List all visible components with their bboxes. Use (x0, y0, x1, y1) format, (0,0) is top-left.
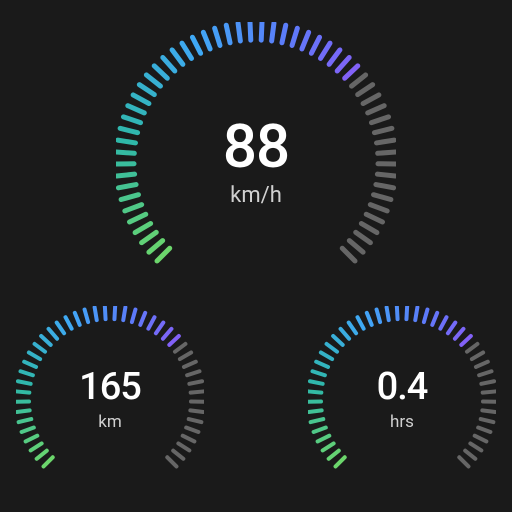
speed-gauge: 88 km/h (116, 22, 396, 302)
distance-value: 165 (79, 368, 141, 406)
time-gauge: 0.4 hrs (308, 306, 496, 494)
distance-gauge: 165 km (16, 306, 204, 494)
time-unit: hrs (390, 412, 414, 432)
time-value: 0.4 (377, 368, 428, 406)
distance-unit: km (98, 412, 122, 432)
speed-unit: km/h (230, 183, 282, 208)
speed-value: 88 (223, 117, 289, 177)
